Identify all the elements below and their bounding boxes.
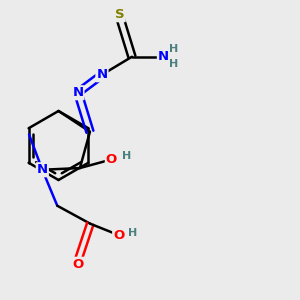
Text: O: O (73, 258, 84, 271)
Text: H: H (169, 59, 178, 69)
Text: S: S (115, 8, 125, 21)
Text: H: H (128, 228, 137, 238)
Text: H: H (122, 151, 131, 161)
Text: H: H (169, 44, 178, 54)
Text: O: O (106, 153, 117, 166)
Text: N: N (96, 68, 107, 81)
Text: O: O (113, 229, 124, 242)
Text: N: N (72, 86, 83, 99)
Text: N: N (158, 50, 169, 63)
Text: N: N (37, 163, 48, 176)
